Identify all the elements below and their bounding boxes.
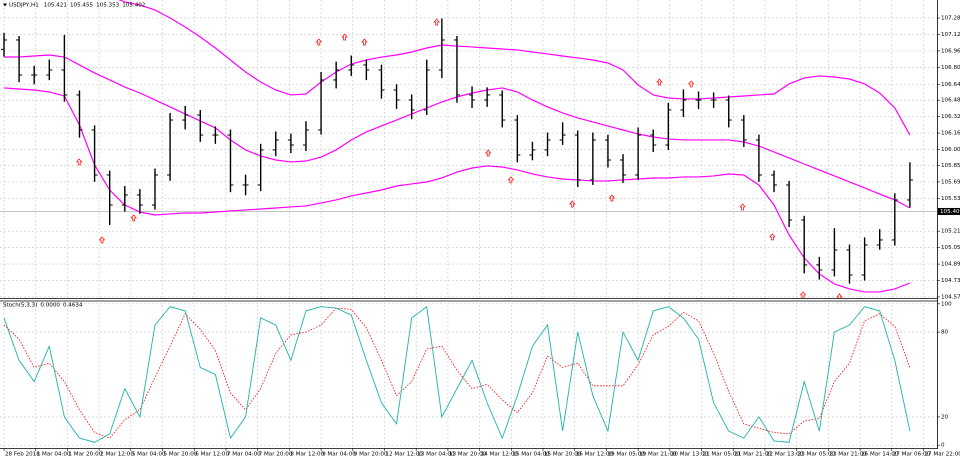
current-price-label: 105.402 xyxy=(940,209,960,215)
x-tick-label: 13 Mar 04:00 xyxy=(417,452,455,458)
x-tick-label: 9 Mar 04:00 xyxy=(322,452,356,458)
signal-arrow xyxy=(769,233,776,241)
x-tick-label: 8 Mar 12:00 xyxy=(290,452,324,458)
x-tick-label: 15 Mar 04:00 xyxy=(512,452,550,458)
x-tick-label: 1 Mar 20:00 xyxy=(68,452,102,458)
x-tick-label: 16 Mar 12:00 xyxy=(576,452,614,458)
y-tick-label: 105.85 xyxy=(941,163,960,169)
x-tick-label: 26 Mar 14:00 xyxy=(861,452,899,458)
x-tick-label: 27 Mar 22:00 xyxy=(924,452,960,458)
signal-arrow xyxy=(608,194,616,202)
x-tick-label: 21 Mar 05:00 xyxy=(703,452,741,458)
signal-arrow xyxy=(433,18,440,26)
y2-tick-label: 100 xyxy=(941,301,952,307)
indicator-value: 0.0000 xyxy=(40,303,60,309)
y-tick-label: 106.965 xyxy=(941,48,960,54)
header-value: 105.353 xyxy=(96,3,120,9)
x-tick-label: 7 Mar 04:00 xyxy=(227,452,261,458)
band-lower xyxy=(3,87,911,293)
x-tick-label: 12 Mar 12:00 xyxy=(385,452,423,458)
signal-arrow xyxy=(130,214,137,222)
indicator-name: Stoch(5,3,3) xyxy=(3,303,37,309)
y-tick-label: 104.73 xyxy=(941,278,960,284)
signal-arrow xyxy=(341,33,348,41)
y-tick-label: 106.165 xyxy=(941,131,960,137)
y-tick-label: 106.325 xyxy=(941,114,960,120)
header-value: 105.402 xyxy=(122,3,145,9)
y-tick-label: 104.57 xyxy=(941,294,960,300)
y-tick-label: 106.805 xyxy=(941,65,960,71)
y-tick-label: 105.21 xyxy=(941,229,960,235)
main-pane xyxy=(0,0,937,298)
signal-arrow xyxy=(656,78,663,86)
signal-arrow xyxy=(315,38,323,46)
x-tick-label: 28 Feb 2018 xyxy=(5,452,40,458)
y-tick-label: 106.485 xyxy=(941,98,960,104)
x-tick-label: 6 Mar 12:00 xyxy=(195,452,229,458)
y-tick-label: 105.69 xyxy=(941,179,960,185)
indicator-value: 0.4634 xyxy=(63,303,83,309)
x-tick-label: 23 Mar 05:00 xyxy=(798,452,836,458)
x-tick-label: 23 Mar 21:00 xyxy=(829,452,867,458)
x-tick-label: 20 Mar 13:00 xyxy=(671,452,709,458)
y2-tick-label: 20 xyxy=(941,414,949,420)
x-tick-label: 21 Mar 21:00 xyxy=(734,452,772,458)
x-tick-label: 27 Mar 06:00 xyxy=(893,452,931,458)
x-tick-label: 19 Mar 21:00 xyxy=(639,452,677,458)
x-tick-label: 22 Mar 13:00 xyxy=(766,452,804,458)
signal-arrow xyxy=(75,158,83,166)
header-value: 105.421 xyxy=(44,3,68,9)
x-tick-label: 7 Mar 20:00 xyxy=(259,452,293,458)
y-tick-label: 107.125 xyxy=(941,32,960,38)
x-tick-label: 9 Mar 20:00 xyxy=(354,452,388,458)
y-tick-label: 106.005 xyxy=(941,147,960,153)
signal-arrow xyxy=(836,293,843,298)
y-tick-label: 107.285 xyxy=(941,15,960,21)
stoch-main xyxy=(3,305,911,443)
header-value: 105.455 xyxy=(70,3,94,9)
signal-arrow xyxy=(687,80,695,88)
x-tick-label: 1 Mar 04:00 xyxy=(37,452,71,458)
signal-arrow xyxy=(739,203,746,211)
signal-arrow xyxy=(507,176,515,184)
x-tick-label: 19 Mar 05:00 xyxy=(607,452,645,458)
x-tick-label: 2 Mar 12:00 xyxy=(100,452,134,458)
y2-tick-label: 80 xyxy=(941,330,949,336)
signal-arrow xyxy=(361,38,368,46)
x-tick-label: 14 Mar 12:00 xyxy=(481,452,519,458)
stochastic-pane xyxy=(0,301,937,448)
y-tick-label: 105.53 xyxy=(941,196,960,202)
signal-arrow xyxy=(799,291,807,298)
menu-icon[interactable] xyxy=(3,3,7,7)
y2-tick-label: 0 xyxy=(941,443,945,449)
signal-arrow xyxy=(98,236,106,244)
current-price-box xyxy=(938,207,960,215)
symbol: USDJPY,H1 xyxy=(9,3,39,9)
signal-arrow xyxy=(569,200,576,208)
signal-arrow xyxy=(484,149,492,157)
x-tick-label: 13 Mar 20:00 xyxy=(449,452,487,458)
x-tick-label: 5 Mar 04:00 xyxy=(132,452,166,458)
x-tick-label: 15 Mar 20:00 xyxy=(544,452,582,458)
y-tick-label: 105.05 xyxy=(941,245,960,251)
x-tick-label: 5 Mar 20:00 xyxy=(164,452,198,458)
y-tick-label: 104.89 xyxy=(941,262,960,268)
y-tick-label: 106.64 xyxy=(941,82,960,88)
